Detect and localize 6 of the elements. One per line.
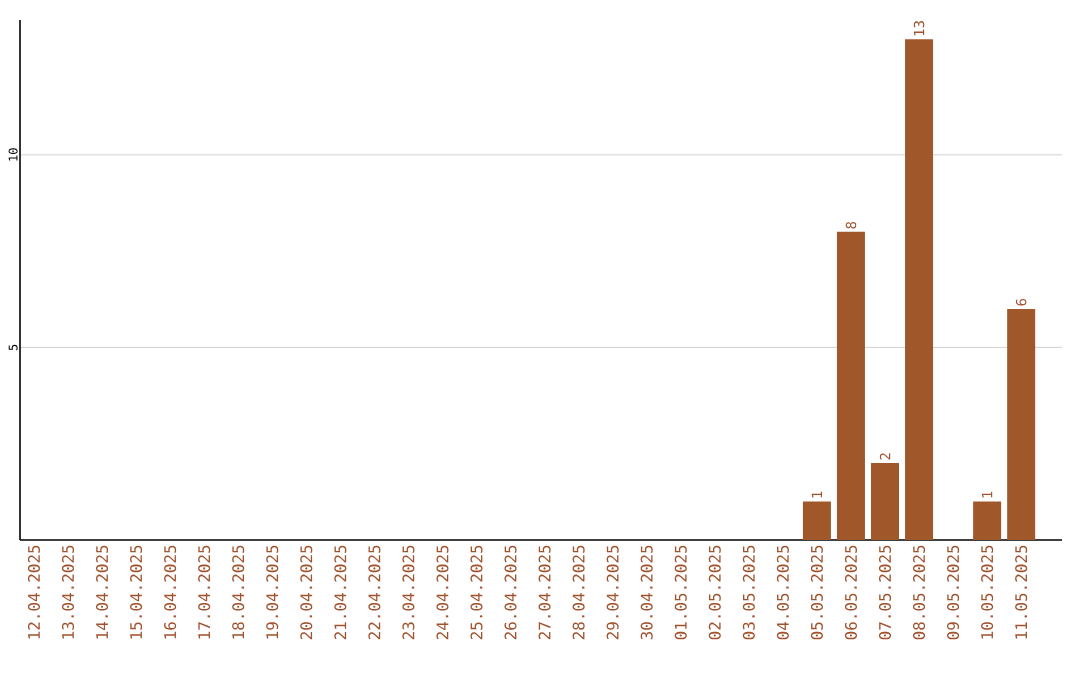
bar (1007, 308, 1036, 540)
bar (973, 501, 1002, 540)
bar (870, 462, 899, 540)
bar (802, 501, 831, 540)
bar (836, 231, 865, 540)
bar (905, 39, 934, 540)
